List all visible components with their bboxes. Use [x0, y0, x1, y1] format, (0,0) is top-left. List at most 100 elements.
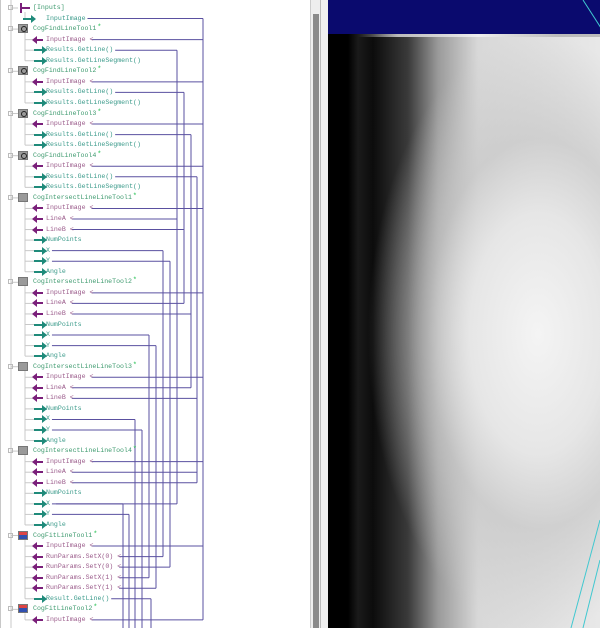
scrollbar-thumb[interactable]	[313, 14, 319, 628]
output-terminal[interactable]: Results.GetLine()	[1, 172, 301, 182]
input-terminal[interactable]: RunParams.SetY(0) <	[1, 562, 301, 572]
tool-node[interactable]: CogIntersectLineLineTool2 *	[1, 277, 301, 287]
input-terminal[interactable]: InputImage <	[1, 615, 301, 625]
expand-toggle[interactable]	[8, 363, 13, 369]
tool-node[interactable]: CogFindLineTool1 *	[1, 24, 301, 34]
output-arrow-icon	[34, 594, 47, 603]
output-terminal[interactable]: Results.GetLineSegment()	[1, 56, 301, 66]
output-terminal[interactable]: Angle	[1, 351, 301, 361]
tool-name: CogIntersectLineLineTool4	[33, 447, 132, 455]
output-terminal[interactable]: Y	[1, 256, 301, 266]
tool-node[interactable]: CogFitLineTool2 *	[1, 604, 301, 614]
output-arrow-icon	[34, 341, 47, 350]
input-terminal[interactable]: LineB <	[1, 309, 301, 319]
tool-node[interactable]: CogFitLineTool1 *	[1, 530, 301, 541]
tree-scrollbar[interactable]	[310, 0, 321, 628]
output-terminal[interactable]: Y	[1, 341, 301, 351]
input-arrow-icon	[32, 542, 43, 551]
output-terminal[interactable]: X	[1, 414, 301, 424]
input-terminal[interactable]: InputImage <	[1, 372, 301, 382]
expand-toggle[interactable]	[8, 26, 13, 32]
expand-toggle[interactable]	[8, 110, 13, 116]
output-terminal[interactable]: NumPoints	[1, 404, 301, 414]
tool-node[interactable]: CogFindLineTool3 *	[1, 108, 301, 119]
splitter[interactable]	[320, 0, 329, 628]
output-terminal[interactable]: Angle	[1, 267, 301, 277]
input-terminal[interactable]: InputImage <	[1, 35, 301, 45]
terminal-label: Angle	[46, 520, 66, 528]
input-terminal[interactable]: InputImage <	[1, 288, 301, 298]
input-terminal[interactable]: InputImage <	[1, 77, 301, 87]
input-terminal[interactable]: LineA <	[1, 383, 301, 393]
terminal-label: LineB <	[46, 394, 74, 402]
image-display[interactable]	[328, 0, 600, 628]
output-terminal[interactable]: Angle	[1, 520, 301, 530]
input-terminal[interactable]: LineB <	[1, 225, 301, 235]
inputs-node[interactable]: [Inputs]	[1, 3, 301, 13]
output-terminal[interactable]: Results.GetLineSegment()	[1, 182, 301, 192]
tool-node[interactable]: CogFindLineTool4 *	[1, 150, 301, 161]
output-arrow-icon	[34, 520, 47, 529]
output-terminal[interactable]: Y	[1, 509, 301, 519]
input-terminal[interactable]: LineA <	[1, 214, 301, 224]
input-terminal[interactable]: RunParams.SetX(0) <	[1, 552, 301, 562]
tool-node[interactable]: CogIntersectLineLineTool1 *	[1, 192, 301, 203]
output-terminal[interactable]: Results.GetLine()	[1, 87, 301, 97]
output-terminal[interactable]: X	[1, 246, 301, 256]
terminal-label: LineA <	[46, 468, 74, 476]
input-terminal[interactable]: LineA <	[1, 467, 301, 477]
output-terminal[interactable]: Result.GetLine()	[1, 594, 301, 604]
terminal-label: InputImage <	[46, 35, 94, 43]
output-arrow-icon	[34, 98, 47, 107]
output-terminal[interactable]: Results.GetLineSegment()	[1, 140, 301, 150]
input-arrow-icon	[32, 120, 43, 129]
output-terminal[interactable]: NumPoints	[1, 235, 301, 245]
input-terminal[interactable]: LineB <	[1, 393, 301, 403]
intersect-line-icon	[18, 361, 28, 371]
terminal-label: LineB <	[46, 225, 74, 233]
input-terminal[interactable]: RunParams.SetX(1) <	[1, 573, 301, 583]
input-terminal[interactable]: LineA <	[1, 298, 301, 308]
output-terminal[interactable]: Results.GetLine()	[1, 130, 301, 140]
tool-node[interactable]: CogFindLineTool2 *	[1, 66, 301, 76]
find-line-icon	[18, 24, 28, 34]
input-terminal[interactable]: InputImage <	[1, 161, 301, 171]
status-ok-icon: *	[97, 150, 102, 159]
expand-toggle[interactable]	[8, 152, 13, 158]
output-terminal[interactable]: X	[1, 499, 301, 509]
terminal-label: InputImage <	[46, 457, 94, 465]
expand-toggle[interactable]	[8, 606, 13, 612]
input-terminal[interactable]: InputImage <	[1, 457, 301, 467]
output-terminal[interactable]: InputImage	[1, 14, 301, 24]
input-terminal[interactable]: InputImage <	[1, 541, 301, 551]
output-arrow-icon	[34, 257, 47, 266]
expand-toggle[interactable]	[8, 68, 13, 74]
terminal-label: X	[46, 331, 50, 339]
terminal-label: Results.GetLineSegment()	[46, 56, 141, 64]
expand-toggle[interactable]	[8, 532, 13, 538]
tool-node[interactable]: CogIntersectLineLineTool4 *	[1, 446, 301, 456]
output-arrow-icon	[34, 320, 47, 329]
terminal-label: Y	[46, 341, 50, 349]
expand-toggle[interactable]	[8, 448, 13, 454]
expand-toggle[interactable]	[8, 279, 13, 285]
input-terminal[interactable]: RunParams.SetY(1) <	[1, 583, 301, 593]
output-terminal[interactable]: Y	[1, 425, 301, 435]
output-terminal[interactable]: Angle	[1, 436, 301, 446]
output-terminal[interactable]: NumPoints	[1, 320, 301, 330]
terminal-label: Angle	[46, 267, 66, 275]
status-ok-icon: *	[132, 277, 137, 286]
expand-toggle[interactable]	[8, 194, 13, 200]
expand-toggle[interactable]	[8, 5, 13, 10]
output-arrow-icon	[34, 141, 47, 150]
output-terminal[interactable]: X	[1, 330, 301, 340]
output-terminal[interactable]: NumPoints	[1, 488, 301, 498]
input-terminal[interactable]: InputImage <	[1, 119, 301, 129]
output-arrow-icon	[34, 489, 47, 498]
output-terminal[interactable]: Results.GetLine()	[1, 45, 301, 55]
output-terminal[interactable]: Results.GetLineSegment()	[1, 98, 301, 108]
tool-name: CogIntersectLineLineTool2	[33, 278, 132, 286]
tool-node[interactable]: CogIntersectLineLineTool3 *	[1, 361, 301, 372]
input-terminal[interactable]: InputImage <	[1, 203, 301, 213]
input-terminal[interactable]: LineB <	[1, 478, 301, 488]
